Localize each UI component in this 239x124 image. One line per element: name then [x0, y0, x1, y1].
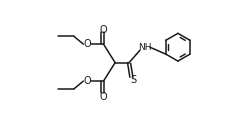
Text: S: S — [130, 75, 136, 85]
Text: O: O — [83, 39, 91, 49]
Text: NH: NH — [138, 43, 151, 52]
Text: O: O — [100, 92, 107, 102]
Text: O: O — [100, 25, 107, 34]
Text: O: O — [83, 76, 91, 86]
